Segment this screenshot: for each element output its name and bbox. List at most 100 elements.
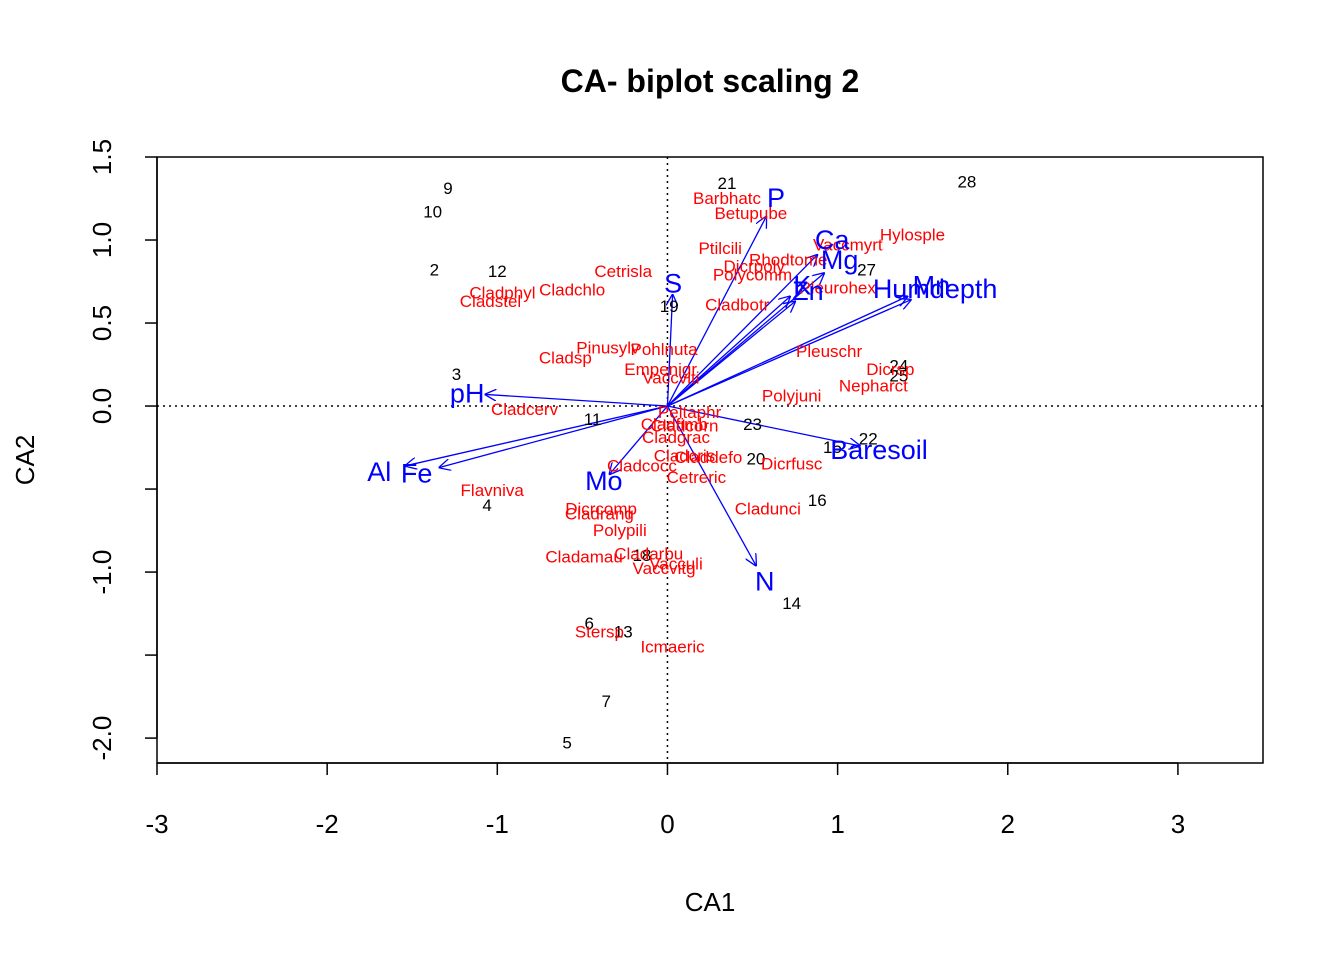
env-label-fe: Fe <box>401 459 433 489</box>
x-tick-label: -2 <box>316 809 339 839</box>
env-arrow-mo <box>610 405 668 474</box>
site-label-4: 4 <box>482 496 491 515</box>
species-label-stersp: Stersp <box>575 622 624 641</box>
env-arrow-n <box>666 405 755 565</box>
species-label-vaccmyrt: Vaccmyrt <box>813 235 883 254</box>
species-label-icmaeric: Icmaeric <box>640 637 705 656</box>
species-label-cetrisla: Cetrisla <box>594 262 652 281</box>
species-label-peltaphr: Peltaphr <box>658 403 722 422</box>
x-axis-label: CA1 <box>685 887 736 917</box>
species-label-pohlnuta: Pohlnuta <box>630 340 698 359</box>
species-label-cladcris: Cladcris <box>654 446 715 465</box>
y-tick-label: 0.0 <box>87 388 117 424</box>
species-label-cladfimb: Cladfimb <box>641 415 708 434</box>
species-label-vaccvitg: Vaccvitg <box>633 559 696 578</box>
env-arrow-al <box>405 405 668 466</box>
env-arrow-ca <box>666 255 817 407</box>
species-label-cladbotr: Cladbotr <box>705 295 770 314</box>
x-tick-label: 3 <box>1171 809 1185 839</box>
x-tick-label: 0 <box>660 809 674 839</box>
chart-title: CA- biplot scaling 2 <box>561 63 860 99</box>
species-label-dicrsp: Dicrsp <box>866 360 914 379</box>
species-label-empenigr: Empenigr <box>624 360 697 379</box>
env-label-mn: Mn <box>913 271 951 301</box>
env-arrow-humdepth <box>667 300 910 407</box>
site-label-22: 22 <box>859 430 878 449</box>
species-label-polyjuni: Polyjuni <box>762 387 822 406</box>
species-label-vaccviti: Vaccviti <box>642 368 699 387</box>
species-label-cladunci: Cladunci <box>735 499 801 518</box>
species-label-cladgrac: Cladgrac <box>642 428 711 447</box>
y-tick-label: 1.0 <box>87 222 117 258</box>
species-label-dicrpoly: Dicrpoly <box>724 257 786 276</box>
y-tick-label: -1.0 <box>87 550 117 595</box>
site-label-9: 9 <box>443 179 452 198</box>
site-label-21: 21 <box>718 174 737 193</box>
env-label-s: S <box>664 269 682 299</box>
env-label-mg: Mg <box>821 245 859 275</box>
x-tick-label: -1 <box>486 809 509 839</box>
site-label-7: 7 <box>601 692 610 711</box>
species-label-flavniva: Flavniva <box>461 481 525 500</box>
site-label-11: 11 <box>584 410 602 429</box>
species-label-rhodtome: Rhodtome <box>749 250 827 269</box>
species-label-dicrfusc: Dicrfusc <box>761 455 823 474</box>
env-arrow-zn <box>667 301 795 407</box>
env-arrow-fe <box>439 405 668 467</box>
species-label-cladstel: Cladstel <box>460 292 521 311</box>
site-label-13: 13 <box>614 622 633 641</box>
env-arrow-s <box>667 295 672 407</box>
site-label-24: 24 <box>889 357 908 376</box>
species-label-cladchlo: Cladchlo <box>539 280 605 299</box>
species-label-pleuschr: Pleuschr <box>796 342 862 361</box>
env-label-al: Al <box>367 457 391 487</box>
species-label-betupube: Betupube <box>714 204 787 223</box>
x-tick-label: 1 <box>830 809 844 839</box>
env-arrow-p <box>666 217 766 407</box>
env-label-ca: Ca <box>815 225 850 255</box>
env-label-mo: Mo <box>585 466 623 496</box>
x-tick-label: 2 <box>1001 809 1015 839</box>
species-label-cladphyl: Cladphyl <box>469 284 535 303</box>
env-label-zn: Zn <box>792 276 824 306</box>
species-label-vacculi: Vacculi <box>649 554 703 573</box>
species-label-barbhatc: Barbhatc <box>693 189 762 208</box>
env-label-n: N <box>755 566 775 596</box>
site-label-25: 25 <box>889 367 908 386</box>
site-label-6: 6 <box>584 614 593 633</box>
env-arrow-k <box>667 296 790 407</box>
y-tick-label: 1.5 <box>87 139 117 175</box>
site-label-20: 20 <box>746 450 765 469</box>
y-tick-label: 0.5 <box>87 305 117 341</box>
site-label-15: 15 <box>823 438 842 457</box>
species-label-dicrcomp: Dicrcomp <box>565 499 637 518</box>
y-tick-label: -2.0 <box>87 716 117 761</box>
species-label-claddefo: Claddefo <box>674 448 742 467</box>
site-label-10: 10 <box>423 202 442 221</box>
species-label-cladamau: Cladamau <box>545 548 623 567</box>
species-label-hylosple: Hylosple <box>880 226 945 245</box>
env-label-ph: pH <box>450 378 485 408</box>
species-label-cladcocc: Cladcocc <box>607 456 677 475</box>
env-label-k: K <box>793 271 811 301</box>
site-label-23: 23 <box>743 415 762 434</box>
env-arrow-mn <box>667 296 907 407</box>
y-axis-label: CA2 <box>10 435 40 486</box>
site-label-14: 14 <box>782 594 801 613</box>
site-label-2: 2 <box>430 260 439 279</box>
site-label-12: 12 <box>488 262 507 281</box>
species-label-cetreric: Cetreric <box>667 468 727 487</box>
species-label-cladcerv: Cladcerv <box>491 400 559 419</box>
env-label-p: P <box>767 183 785 213</box>
env-label-humdepth: Humdepth <box>873 274 998 304</box>
x-tick-label: -3 <box>145 809 168 839</box>
site-label-16: 16 <box>808 491 827 510</box>
species-label-cladsp: Cladsp <box>539 348 592 367</box>
species-label-pleurohex: Pleurohex <box>799 279 876 298</box>
species-label-nepharct: Nepharct <box>839 377 908 396</box>
species-label-polypili: Polypili <box>593 521 647 540</box>
species-label-ptilcili: Ptilcili <box>698 239 741 258</box>
species-label-cladarbu: Cladarbu <box>614 544 683 563</box>
